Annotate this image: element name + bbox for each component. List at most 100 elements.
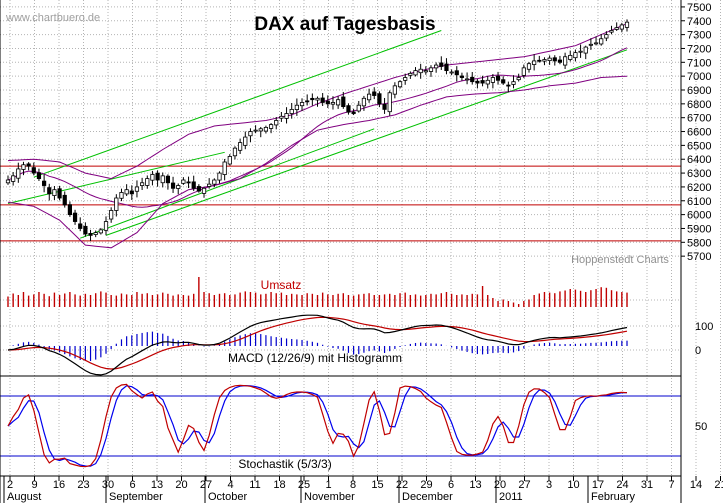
x-tick-label: 6 <box>129 479 135 491</box>
candle-body <box>62 194 67 206</box>
x-tick-label: 25 <box>298 479 310 491</box>
candle-body <box>413 70 418 76</box>
text-labels: www.chartbuero.de DAX auf Tagesbasis Hop… <box>5 12 669 471</box>
candle-body <box>191 181 196 189</box>
candle-body <box>506 84 511 87</box>
candle-body <box>88 233 93 236</box>
candle-body <box>351 111 356 114</box>
candle-body <box>341 96 346 108</box>
candle-body <box>511 81 516 85</box>
x-tick-label: 18 <box>273 479 285 491</box>
candle-body <box>480 80 485 84</box>
candle-body <box>31 167 36 174</box>
y-tick-label: 6200 <box>687 182 711 194</box>
candle-body <box>16 168 21 179</box>
candle-body <box>599 38 604 45</box>
candle-body <box>176 185 181 189</box>
candle-body <box>217 172 222 181</box>
channel-lower-line <box>105 49 628 236</box>
candle-body <box>67 204 72 216</box>
candle-body <box>248 131 253 137</box>
x-tick-label: 8 <box>350 479 356 491</box>
candle-body <box>186 181 191 184</box>
candle-body <box>114 197 119 211</box>
macd-title: MACD (12/26/9) mit Histogramm <box>228 351 402 365</box>
bollinger-lower <box>7 75 628 249</box>
candle-body <box>320 97 325 103</box>
candle-body <box>475 80 480 84</box>
candle-body <box>397 81 403 88</box>
candle-body <box>485 79 490 85</box>
candle-body <box>428 67 434 72</box>
candle-body <box>609 30 614 33</box>
x-tick-label: 29 <box>420 479 432 491</box>
candle-body <box>299 102 305 107</box>
candle-body <box>532 60 537 65</box>
candle-body <box>495 75 501 81</box>
y-tick-label: 7200 <box>687 43 711 55</box>
stochastic-d-line <box>7 384 628 467</box>
candle-body <box>238 142 243 151</box>
x-tick-label: 6 <box>448 479 454 491</box>
candle-body <box>470 76 475 83</box>
candle-body <box>501 79 506 84</box>
candle-body <box>165 175 171 184</box>
candle-body <box>459 75 465 78</box>
candle-body <box>537 59 542 62</box>
x-tick-label: 21 <box>714 479 723 491</box>
candle-body <box>336 99 341 106</box>
candle-body <box>325 100 330 105</box>
x-tick-label: 1 <box>325 479 331 491</box>
candle-body <box>305 100 310 103</box>
candles <box>5 19 630 241</box>
candle-body <box>423 70 428 73</box>
candle-body <box>170 182 176 189</box>
candle-body <box>5 179 11 184</box>
candle-body <box>212 179 217 185</box>
x-tick-label: 14 <box>690 479 702 491</box>
candle-body <box>516 77 521 81</box>
candle-body <box>181 179 186 184</box>
candle-body <box>93 232 98 235</box>
candle-body <box>583 46 588 54</box>
candle-body <box>315 97 320 101</box>
candle-body <box>568 54 573 60</box>
x-tick-label: 2 <box>7 479 13 491</box>
x-tick-label: 9 <box>31 479 37 491</box>
y-tick-label: 7500 <box>687 2 711 14</box>
candle-body <box>103 221 109 231</box>
y-tick-label: 5700 <box>687 251 711 263</box>
candle-body <box>243 136 248 146</box>
y-tick-label: 5900 <box>687 223 711 235</box>
candle-body <box>382 103 387 110</box>
candle-body <box>284 113 289 119</box>
macd-panel <box>7 314 628 376</box>
candle-body <box>129 190 134 195</box>
candle-body <box>150 174 155 181</box>
volume-title: Umsatz <box>261 278 302 292</box>
x-tick-label: 30 <box>102 479 114 491</box>
credit-label: Hoppenstedt Charts <box>571 254 669 266</box>
candle-body <box>588 43 593 46</box>
candle-body <box>563 56 568 66</box>
stochastic-title: Stochastik (5/3/3) <box>238 457 331 471</box>
candle-body <box>289 108 294 114</box>
candle-body <box>160 175 165 184</box>
candle-body <box>279 115 284 119</box>
candle-body <box>372 91 377 96</box>
candle-body <box>310 97 315 101</box>
candle-body <box>356 104 361 112</box>
month-label: November <box>304 491 355 503</box>
y-tick-label: 6600 <box>687 127 711 139</box>
candle-body <box>201 187 207 194</box>
candle-body <box>253 129 258 132</box>
candle-body <box>26 163 31 167</box>
candle-body <box>578 50 583 53</box>
candle-body <box>526 63 532 70</box>
candle-body <box>387 92 392 113</box>
candle-body <box>604 34 609 39</box>
candle-body <box>614 27 619 30</box>
candle-body <box>11 175 16 182</box>
candle-body <box>552 57 557 62</box>
